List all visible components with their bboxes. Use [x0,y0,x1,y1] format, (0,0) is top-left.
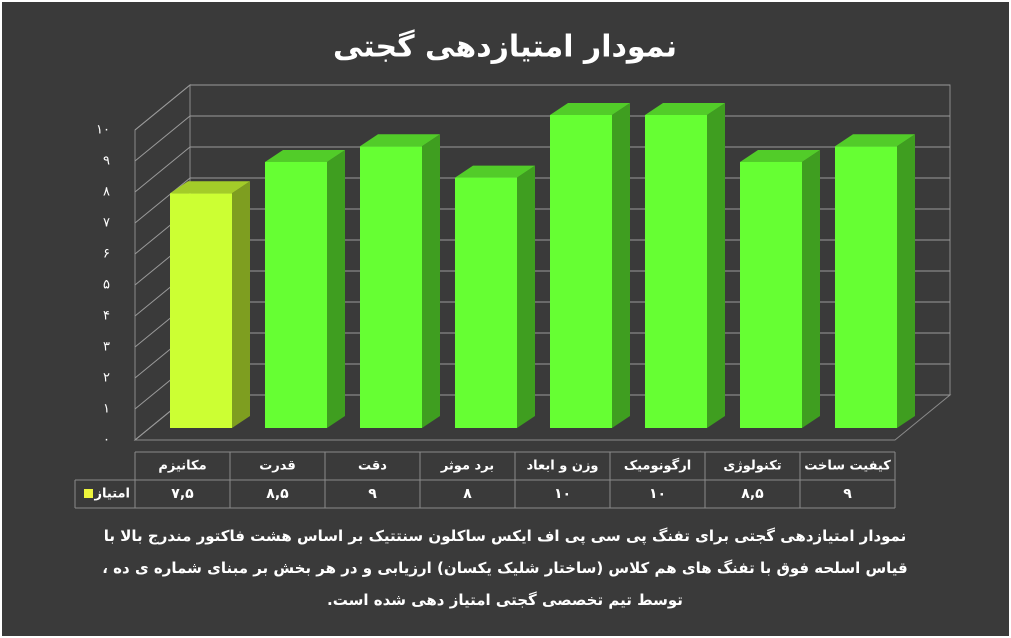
bar-top [455,165,535,178]
description: نمودار امتیازدهی گجتی برای تفنگ پی سی پی… [102,527,908,609]
y-tick-label: ۷ [103,216,110,231]
bar [550,115,612,428]
bar [835,146,897,429]
bar [265,161,327,428]
bar-side [422,134,440,429]
bar-top [170,181,250,194]
value-label: ۱۰ [649,486,666,502]
y-tick-label: ۵ [103,278,110,293]
bar-side [707,103,725,428]
x-tick-label: کیفیت ساخت [804,459,891,474]
bar-side [517,165,535,428]
value-label: ۱۰ [554,486,571,502]
bar [170,193,232,428]
bar [740,161,802,428]
value-label: ۸,۵ [266,486,289,502]
bar-top [835,134,915,147]
x-tick-label: برد موثر [440,459,494,474]
x-tick-label: قدرت [259,459,296,474]
bar-top [550,103,630,115]
x-tick-label: تکنولوژی [723,459,781,474]
x-tick-label: مکانیزم [158,459,206,474]
y-tick-label: ۹ [103,154,110,169]
bar-side [802,149,820,428]
legend-key [84,489,93,498]
x-tick-label: وزن و ابعاد [526,459,598,474]
x-tick-label: دقت [358,459,387,474]
bar-side [327,149,345,428]
bar-side [612,103,630,428]
y-tick-label: ۱۰ [96,123,110,138]
value-label: ۹ [368,486,377,502]
y-tick-label: ۳ [103,340,110,355]
y-tick-label: ۱ [103,402,110,417]
bar-side [897,134,915,429]
y-tick-label: ۸ [103,185,110,200]
value-label: ۸ [463,486,472,502]
value-label: ۸,۵ [741,486,764,502]
bar [360,146,422,429]
grid-line [134,84,950,131]
y-tick-label: ۲ [103,371,110,386]
bar-top [740,149,820,162]
y-tick-label: ۶ [103,247,110,262]
bar-top [265,149,345,162]
chart-title: نمودار امتیازدهی گجتی [333,29,677,65]
bar [455,177,517,428]
value-label: ۹ [843,486,852,502]
y-tick-label: ۴ [103,309,110,324]
value-label: ۷,۵ [171,486,194,502]
bar [645,115,707,428]
bar-top [645,103,725,115]
bar-top [360,134,440,147]
bar-side [232,181,250,428]
y-tick-label: ۰ [103,433,110,448]
legend-label: امتیاز [94,487,130,502]
x-tick-label: ارگونومیک [624,458,691,474]
